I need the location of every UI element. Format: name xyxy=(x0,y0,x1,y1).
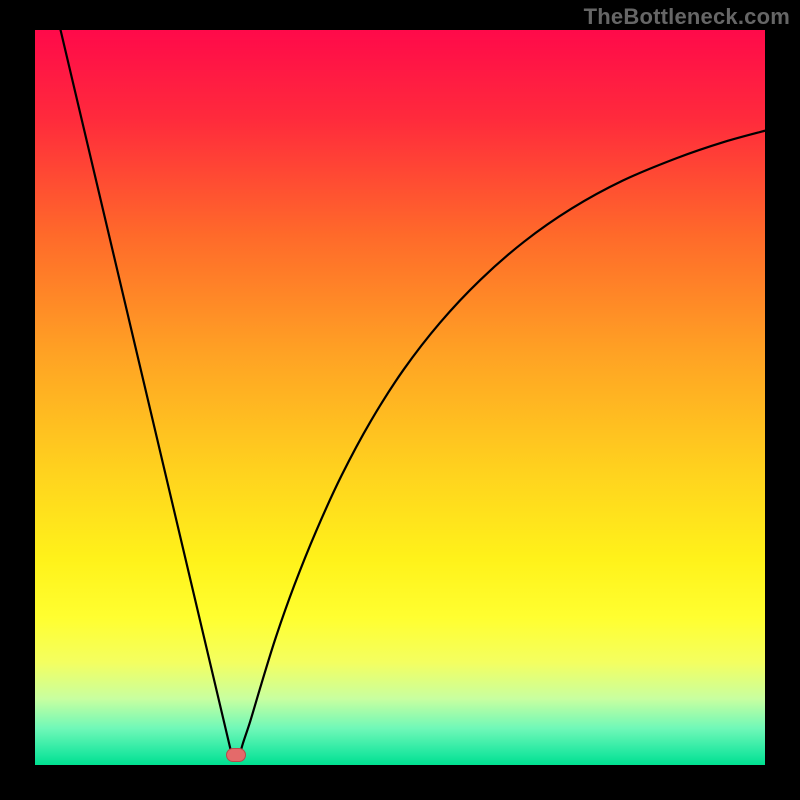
minimum-marker xyxy=(226,748,246,762)
bottleneck-curve-right xyxy=(239,131,765,756)
plot-area xyxy=(35,30,765,765)
bottleneck-curve-left xyxy=(61,30,233,756)
chart-frame: TheBottleneck.com xyxy=(0,0,800,800)
curve-layer xyxy=(35,30,765,765)
watermark-text: TheBottleneck.com xyxy=(584,4,790,30)
